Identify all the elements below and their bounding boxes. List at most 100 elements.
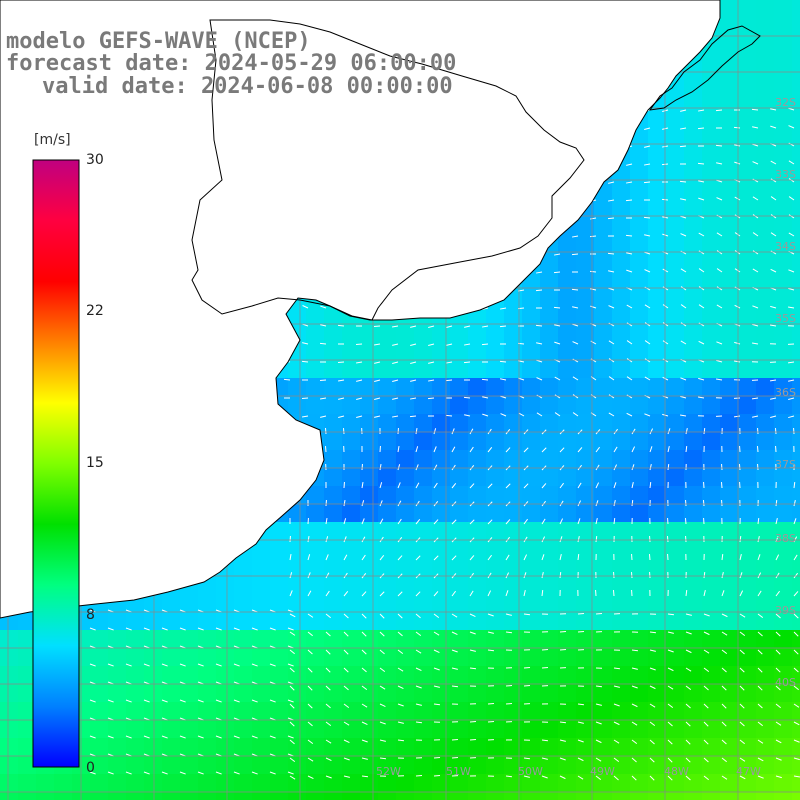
wind-speed-cell — [288, 792, 306, 800]
wind-arrow — [788, 125, 795, 129]
wind-arrow — [643, 216, 651, 219]
wind-arrow — [716, 341, 723, 345]
wind-speed-cell — [720, 486, 738, 504]
wind-speed-cell — [684, 198, 702, 216]
wind-speed-cell — [558, 324, 576, 342]
wind-speed-cell — [450, 504, 468, 522]
wind-arrow — [482, 396, 489, 399]
wind-arrow — [685, 685, 692, 691]
wind-speed-cell — [612, 576, 630, 594]
wind-speed-cell — [216, 756, 234, 774]
wind-speed-cell — [666, 234, 684, 252]
wind-arrow — [469, 446, 474, 453]
wind-arrow — [788, 142, 795, 147]
lat-label: 35S — [775, 312, 796, 325]
wind-arrow — [361, 685, 368, 690]
wind-arrow — [703, 775, 709, 781]
wind-arrow — [757, 721, 763, 727]
wind-speed-cell — [378, 738, 396, 756]
wind-arrow — [698, 232, 705, 237]
wind-speed-cell — [612, 234, 630, 252]
wind-arrow — [379, 631, 385, 637]
wind-speed-cell — [738, 270, 756, 288]
wind-speed-cell — [504, 720, 522, 738]
wind-arrow — [482, 325, 489, 328]
wind-arrow — [631, 446, 636, 453]
wind-speed-cell — [612, 594, 630, 612]
wind-speed-cell — [288, 756, 306, 774]
wind-arrow — [415, 685, 422, 689]
wind-speed-cell — [288, 522, 306, 540]
wind-speed-cell — [504, 774, 522, 792]
colorbar-tick-8: 8 — [86, 607, 95, 623]
wind-speed-cell — [594, 378, 612, 396]
wind-arrow — [428, 379, 435, 382]
wind-arrow — [523, 684, 531, 687]
wind-arrow — [269, 771, 276, 775]
wind-arrow — [793, 649, 799, 655]
wind-speed-cell — [756, 540, 774, 558]
wind-speed-cell — [792, 666, 800, 684]
wind-speed-cell — [504, 378, 522, 396]
wind-arrow — [343, 554, 348, 561]
wind-speed-cell — [594, 540, 612, 558]
wind-arrow — [269, 699, 276, 703]
wind-speed-cell — [180, 684, 198, 702]
wind-speed-cell — [648, 216, 666, 234]
wind-arrow — [415, 519, 421, 525]
wind-speed-cell — [450, 774, 468, 792]
wind-speed-cell — [198, 792, 216, 800]
wind-arrow — [770, 397, 777, 400]
wind-arrow — [667, 428, 671, 435]
colorbar-tick-0: 0 — [86, 760, 95, 776]
wind-speed-cell — [576, 432, 594, 450]
wind-speed-cell — [288, 396, 306, 414]
wind-arrow — [757, 613, 764, 619]
wind-speed-cell — [468, 378, 486, 396]
wind-arrow — [685, 667, 692, 672]
wind-speed-cell — [756, 414, 774, 432]
wind-arrow — [649, 739, 655, 745]
wind-arrow — [577, 721, 584, 724]
wind-arrow — [559, 739, 566, 742]
wind-speed-cell — [630, 792, 648, 800]
wind-arrow — [325, 536, 329, 543]
wind-speed-cell — [612, 648, 630, 666]
wind-speed-cell — [558, 342, 576, 360]
wind-arrow — [487, 613, 494, 617]
wind-arrow — [788, 269, 795, 273]
wind-arrow — [595, 775, 602, 781]
wind-speed-cell — [468, 594, 486, 612]
wind-speed-cell — [414, 342, 432, 360]
wind-speed-cell — [360, 486, 378, 504]
wind-speed-cell — [270, 792, 288, 800]
wind-arrow — [793, 721, 800, 726]
wind-speed-cell — [0, 648, 18, 666]
wind-arrow — [626, 412, 633, 417]
wind-speed-cell — [720, 234, 738, 252]
wind-speed-cell — [468, 414, 486, 432]
wind-arrow — [125, 699, 132, 703]
wind-speed-cell — [414, 738, 432, 756]
wind-speed-cell — [342, 792, 360, 800]
wind-speed-cell — [504, 666, 522, 684]
wind-speed-cell — [630, 666, 648, 684]
wind-speed-cell — [288, 576, 306, 594]
wind-speed-cell — [738, 450, 756, 468]
wind-speed-cell — [414, 504, 432, 522]
wind-speed-cell — [504, 558, 522, 576]
wind-speed-cell — [684, 450, 702, 468]
wind-speed-cell — [342, 414, 360, 432]
wind-arrow — [608, 376, 615, 381]
wind-arrow — [589, 270, 597, 273]
wind-arrow — [757, 572, 762, 579]
wind-arrow — [721, 775, 728, 780]
inland-border — [191, 19, 585, 321]
wind-arrow — [251, 735, 258, 739]
wind-speed-cell — [162, 702, 180, 720]
wind-arrow — [487, 572, 492, 579]
wind-speed-cell — [702, 648, 720, 666]
wind-speed-cell — [414, 630, 432, 648]
wind-speed-cell — [198, 702, 216, 720]
wind-arrow — [361, 775, 369, 778]
